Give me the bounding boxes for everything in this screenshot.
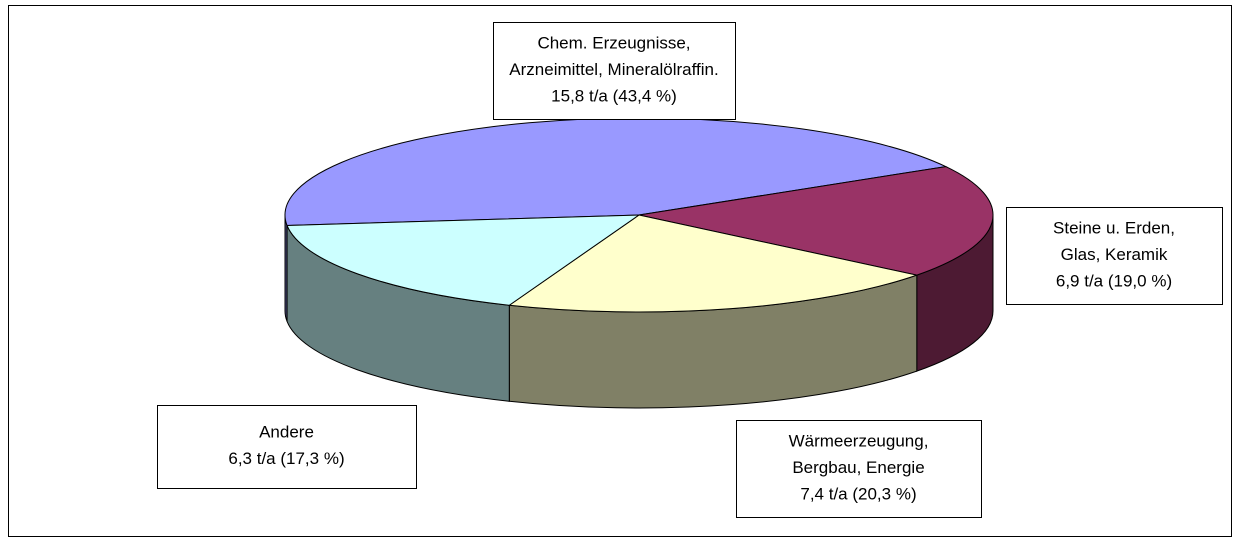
- slice: [284, 117, 948, 226]
- slice-label: Andere: [259, 423, 314, 442]
- label-box: [493, 22, 736, 120]
- slice-label: Chem. Erzeugnisse,: [537, 33, 690, 52]
- value-label: 6,9 t/a (19,0 %): [1056, 271, 1172, 290]
- slice-label: Glas, Keramik: [1061, 245, 1168, 264]
- slice-label: Arzneimittel, Mineralölraffin.: [509, 60, 718, 79]
- slice: [286, 214, 641, 306]
- slice-label: Steine u. Erden,: [1053, 218, 1175, 237]
- value-label: 15,8 t/a (43,4 %): [551, 86, 677, 105]
- slice-label: Wärmeerzeugung,: [789, 431, 929, 450]
- slice: [507, 214, 919, 313]
- label-box: [1006, 207, 1223, 305]
- slice: [638, 166, 994, 276]
- value-label: 7,4 t/a (20,3 %): [800, 484, 916, 503]
- label-box: [157, 405, 417, 489]
- value-label: 6,3 t/a (17,3 %): [228, 449, 344, 468]
- slice-label: Bergbau, Energie: [792, 458, 924, 477]
- label-box: [736, 420, 982, 518]
